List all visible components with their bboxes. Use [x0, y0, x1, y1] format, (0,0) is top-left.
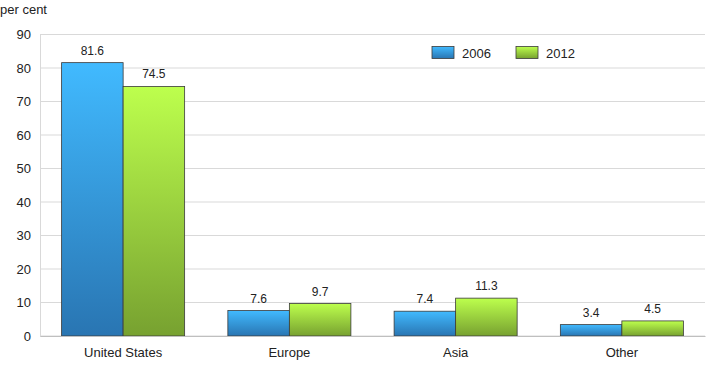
y-axis: 0 10 20 30 40 50 60 70 80 90 — [17, 27, 41, 344]
y-tick: 60 — [17, 128, 40, 143]
y-tick: 80 — [17, 61, 40, 76]
bar — [560, 325, 622, 336]
grid-line — [40, 34, 705, 35]
data-label: 7.6 — [250, 292, 267, 306]
y-tick-label: 40 — [17, 195, 31, 210]
bar — [456, 298, 518, 336]
bar — [123, 86, 185, 336]
grid-line — [40, 68, 705, 69]
x-tick: Other — [606, 336, 639, 360]
bars — [62, 63, 684, 336]
x-tick: Asia — [443, 336, 469, 360]
data-label: 4.5 — [644, 302, 661, 316]
data-label: 81.6 — [81, 44, 105, 58]
x-tick: Europe — [268, 336, 310, 360]
x-tick: United States — [84, 336, 163, 360]
y-tick-label: 50 — [17, 161, 31, 176]
data-label: 7.4 — [417, 292, 434, 306]
y-axis-title: per cent — [0, 2, 47, 17]
y-tick: 0 — [24, 329, 40, 344]
y-tick-label: 80 — [17, 61, 31, 76]
data-labels: 81.6 7.6 7.4 3.4 74.5 9.7 11.3 4.5 — [81, 44, 662, 320]
legend-label: 2012 — [546, 46, 575, 61]
x-tick-label: United States — [84, 345, 163, 360]
x-axis: United States Europe Asia Other — [41, 336, 706, 360]
bar — [622, 321, 684, 336]
data-label: 9.7 — [312, 285, 329, 299]
y-tick: 70 — [17, 94, 40, 109]
x-tick-label: Europe — [268, 345, 310, 360]
y-tick: 20 — [17, 262, 40, 277]
y-tick-label: 90 — [17, 27, 31, 42]
y-tick-label: 70 — [17, 94, 31, 109]
y-tick-label: 60 — [17, 128, 31, 143]
y-tick-label: 10 — [17, 295, 31, 310]
legend-swatch — [516, 47, 538, 59]
legend-swatch — [432, 47, 454, 59]
x-tick-label: Asia — [443, 345, 469, 360]
x-axis-line — [41, 336, 706, 337]
x-tick-label: Other — [606, 345, 639, 360]
chart-svg: 0 10 20 30 40 50 60 70 80 90 United States Europe As… — [0, 0, 720, 367]
data-label: 11.3 — [475, 279, 498, 293]
y-axis-line — [40, 35, 41, 337]
grid — [40, 35, 705, 337]
chart-container: 0 10 20 30 40 50 60 70 80 90 United States Europe As… — [0, 0, 720, 367]
y-tick: 90 — [17, 27, 40, 42]
bar — [62, 63, 124, 336]
data-label: 3.4 — [583, 306, 600, 320]
y-tick-label: 30 — [17, 228, 31, 243]
y-tick: 40 — [17, 195, 40, 210]
legend-label: 2006 — [462, 46, 491, 61]
y-tick-label: 0 — [24, 329, 31, 344]
bar — [289, 304, 351, 336]
bar — [394, 311, 456, 336]
y-tick: 50 — [17, 161, 40, 176]
y-tick-label: 20 — [17, 262, 31, 277]
y-tick: 10 — [17, 295, 40, 310]
legend: 2006 2012 — [432, 46, 575, 61]
y-tick: 30 — [17, 228, 40, 243]
bar — [228, 311, 290, 336]
data-label: 74.5 — [142, 67, 166, 81]
